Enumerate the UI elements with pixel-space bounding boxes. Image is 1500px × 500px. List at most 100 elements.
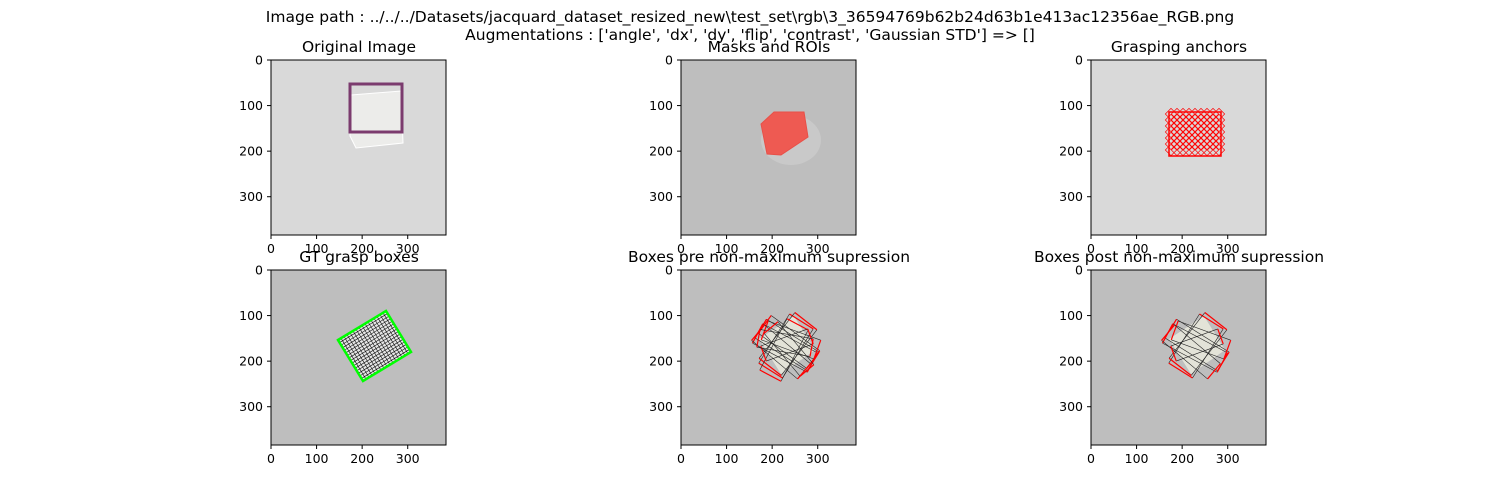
pred-box-gripper-edge: [1204, 312, 1228, 331]
pred-box-edge: [1170, 328, 1218, 347]
pred-box-edge: [751, 340, 798, 380]
pred-box-edge: [762, 323, 818, 354]
x-tick-label: 100: [715, 241, 739, 256]
object-sponge: [349, 90, 404, 149]
anchor-box: [1212, 143, 1226, 157]
gt-box-line: [376, 316, 403, 358]
x-tick-label: 200: [1170, 241, 1194, 256]
pred-box-edge: [1171, 339, 1224, 360]
pred-box-edge: [754, 337, 808, 372]
y-tick-label: 100: [649, 308, 673, 323]
figure-title-line-1: Image path : ../../../Datasets/jacquard_…: [265, 8, 1235, 26]
pred-box-edge: [760, 328, 808, 347]
pred-box-gripper-edge: [786, 318, 809, 331]
pred-box-gripper-edge: [813, 339, 822, 360]
x-tick-label: 100: [305, 241, 329, 256]
pred-box-gripper-edge: [759, 369, 782, 382]
panel-gt-grasp-boxes: GT grasp boxes 0 100 200 300 0 100 200 300: [239, 248, 447, 466]
axes-frame: [270, 269, 447, 446]
gt-box-line: [356, 341, 405, 372]
gt-box-line: [373, 318, 400, 360]
pred-box-gripper-edge: [751, 324, 765, 341]
pred-box-edge: [1178, 320, 1231, 341]
x-tick-label: 300: [396, 451, 420, 466]
pred-box-gripper-edge: [1161, 324, 1175, 341]
y-tick-label: 300: [239, 399, 263, 414]
x-tick-label: 0: [1087, 451, 1095, 466]
image-plot: 0 100 200 300 0 100 200 300: [649, 263, 857, 466]
axes: 0 100 200 300 0 100 200 300: [239, 263, 447, 466]
pred-box-edge: [1164, 337, 1218, 372]
y-tick-label: 300: [1059, 399, 1083, 414]
y-tick-label: 0: [1075, 53, 1083, 68]
axes: 0 100 200 300 0 100 200 300: [1059, 53, 1267, 256]
pred-box-gripper-edge: [1223, 339, 1232, 360]
gt-box-line: [367, 321, 394, 364]
pred-box-edge: [1176, 343, 1224, 362]
x-tick-label: 100: [1125, 241, 1149, 256]
y-tick-label: 0: [665, 263, 673, 278]
y-tick-label: 200: [649, 144, 673, 159]
gt-box-line: [351, 333, 401, 364]
y-tick-label: 0: [1075, 263, 1083, 278]
panel-original-image: Original Image 0 100 200 300 0 100 200 300: [239, 38, 447, 256]
x-tick-label: 200: [1170, 451, 1194, 466]
pred-box-edge: [777, 321, 815, 365]
object-sponge: [759, 316, 815, 374]
pred-box-gripper-edge: [797, 363, 811, 380]
pred-box-gripper-edge: [1216, 352, 1229, 373]
y-tick-label: 100: [649, 98, 673, 113]
gt-box-line: [355, 338, 404, 369]
x-tick-label: 0: [677, 241, 685, 256]
pred-box-gripper-edge: [1217, 328, 1224, 345]
image-plot: 0 100 200 300 0 100 200 300: [649, 53, 857, 256]
x-tick-label: 100: [715, 451, 739, 466]
pred-box-gripper-edge: [763, 321, 779, 334]
gt-box-line: [370, 319, 397, 362]
axes: 0 100 200 300 0 100 200 300: [649, 53, 857, 256]
pred-box-gripper-edge: [758, 362, 783, 379]
y-tick-label: 200: [239, 354, 263, 369]
image-plot: 0 100 200 300 0 100 200 300: [239, 263, 447, 466]
gt-box-line: [379, 314, 406, 356]
y-tick-label: 200: [1059, 354, 1083, 369]
axes: 0 100 200 300 0 100 200 300: [649, 263, 857, 466]
pred-box-gripper-edge: [799, 364, 815, 377]
pred-box-edge: [768, 320, 821, 341]
y-tick-label: 0: [255, 263, 263, 278]
pred-box-edge: [763, 333, 801, 377]
pred-box-gripper-edge: [1168, 357, 1192, 376]
image-background: [681, 270, 856, 445]
x-tick-label: 0: [267, 451, 275, 466]
panel-title: Boxes pre non-maximum supression: [627, 248, 911, 266]
object-mask: [760, 111, 809, 156]
pred-box-edge: [1176, 318, 1230, 353]
pred-box-gripper-edge: [809, 338, 814, 357]
x-tick-label: 0: [1087, 241, 1095, 256]
panel-masks-and-rois: Masks and ROIs 0 100 200 300 0 100 200 300: [649, 38, 857, 256]
x-tick-label: 300: [1216, 451, 1240, 466]
image-background: [1091, 60, 1266, 235]
pred-box-edge: [766, 343, 814, 362]
pred-box-edge: [1172, 323, 1228, 354]
panel-boxes-post-nms: Boxes post non-maximum supression 0 100 20…: [1034, 248, 1324, 466]
panel-grasping-anchors: Grasping anchors 0 100 200 300 0 100 200 300: [1059, 38, 1267, 256]
pred-box-gripper-edge: [1170, 345, 1177, 362]
gt-box-line: [350, 331, 399, 361]
pred-box-gripper-edge: [1207, 363, 1221, 380]
y-tick-label: 100: [1059, 308, 1083, 323]
y-tick-label: 200: [649, 354, 673, 369]
gt-box-line: [364, 323, 391, 365]
y-tick-label: 300: [649, 189, 673, 204]
gt-box-outline: [336, 309, 413, 383]
pred-box-gripper-edge: [756, 329, 761, 348]
x-tick-label: 0: [677, 451, 685, 466]
pred-box-edge: [759, 329, 814, 340]
pred-box-edge: [780, 329, 809, 382]
x-tick-label: 300: [396, 241, 420, 256]
figure-title-line-2: Augmentations : ['angle', 'dx', 'dy', 'f…: [465, 26, 1035, 44]
y-tick-label: 300: [239, 189, 263, 204]
y-tick-label: 100: [239, 98, 263, 113]
y-tick-label: 0: [255, 53, 263, 68]
axes: 0 100 200 300 0 100 200 300: [239, 53, 447, 256]
